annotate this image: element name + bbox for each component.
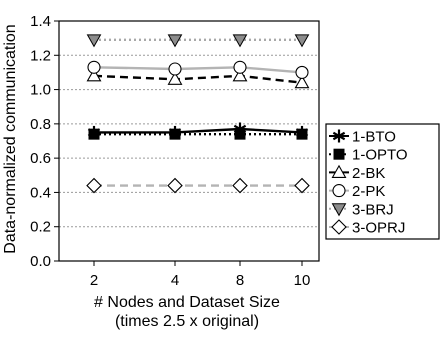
legend-label-3-BRJ: 3-BRJ bbox=[352, 201, 394, 218]
grid-lines bbox=[59, 20, 319, 228]
series-point-3-OPRJ-10 bbox=[294, 177, 310, 194]
series-point-2-PK-4 bbox=[168, 62, 182, 76]
series-point-3-BRJ-10 bbox=[294, 34, 310, 48]
y-tick-label-7: 1.4 bbox=[30, 13, 51, 30]
series-point-2-PK-10 bbox=[295, 65, 309, 79]
series-point-2-BK-10 bbox=[294, 75, 310, 89]
y-axis-label: Data-normalized communication bbox=[2, 24, 19, 253]
legend-label-1-OPTO: 1-OPTO bbox=[352, 147, 408, 164]
legend-label-2-BK: 2-BK bbox=[352, 165, 385, 182]
legend-marker-2-BK bbox=[331, 164, 347, 178]
legend-label-3-OPRJ: 3-OPRJ bbox=[352, 220, 405, 237]
series-point-2-BK-8 bbox=[232, 68, 248, 82]
legend-label-2-PK: 2-PK bbox=[352, 183, 385, 200]
series-point-3-BRJ-2 bbox=[86, 34, 102, 48]
series-point-2-PK-8 bbox=[233, 60, 247, 74]
series-point-2-PK-2 bbox=[87, 60, 101, 74]
series-point-1-OPTO-4 bbox=[169, 128, 181, 140]
series-line-2-BK bbox=[93, 74, 303, 84]
axes-group: 0.0 0.2 0.4 0.6 0.8 1.0 1.2 1.4 2 4 8 10 bbox=[30, 13, 320, 289]
plot-frame bbox=[58, 20, 320, 262]
x-axis-label: # Nodes and Dataset Size bbox=[94, 294, 280, 311]
legend-box bbox=[325, 123, 440, 240]
legend-marker-3-BRJ bbox=[331, 203, 347, 217]
series-point-3-BRJ-8 bbox=[232, 34, 248, 48]
series-point-3-OPRJ-4 bbox=[167, 177, 183, 194]
series-line-2-PK bbox=[93, 66, 303, 74]
y-tick-label-3: 0.6 bbox=[30, 150, 51, 167]
series-point-1-OPTO-2 bbox=[88, 128, 100, 140]
y-tick-label-0: 0.0 bbox=[30, 253, 51, 270]
series-group bbox=[86, 34, 310, 194]
series-point-3-BRJ-4 bbox=[167, 34, 183, 48]
y-tick-label-4: 0.8 bbox=[30, 116, 51, 133]
legend-label-1-BTO: 1-BTO bbox=[352, 129, 396, 146]
x-tick-label-3: 10 bbox=[294, 272, 311, 289]
y-tick-label-1: 0.2 bbox=[30, 219, 51, 236]
y-tick-label-2: 0.4 bbox=[30, 184, 51, 201]
legend-marker-3-OPRJ bbox=[331, 219, 347, 235]
series-line-1-BTO bbox=[94, 127, 303, 134]
y-tick-label-6: 1.2 bbox=[30, 47, 51, 64]
x-tick-label-2: 8 bbox=[236, 272, 244, 289]
legend-marker-1-OPTO bbox=[333, 148, 345, 160]
x-axis-label-subtitle: (times 2.5 x original) bbox=[115, 313, 259, 330]
legend-marker-2-PK bbox=[332, 184, 346, 198]
series-point-3-OPRJ-2 bbox=[86, 177, 102, 194]
series-point-1-OPTO-8 bbox=[234, 128, 246, 140]
series-point-1-OPTO-10 bbox=[296, 128, 308, 140]
series-point-2-BK-4 bbox=[167, 71, 183, 85]
y-tick-label-5: 1.0 bbox=[30, 82, 51, 99]
series-point-3-OPRJ-8 bbox=[232, 177, 248, 194]
x-tick-label-0: 2 bbox=[90, 272, 98, 289]
legend-marker-1-BTO-stroke bbox=[332, 131, 346, 141]
series-point-2-BK-2 bbox=[86, 68, 102, 82]
legend-marker-1-BTO bbox=[332, 129, 346, 143]
x-tick-label-1: 4 bbox=[171, 272, 179, 289]
